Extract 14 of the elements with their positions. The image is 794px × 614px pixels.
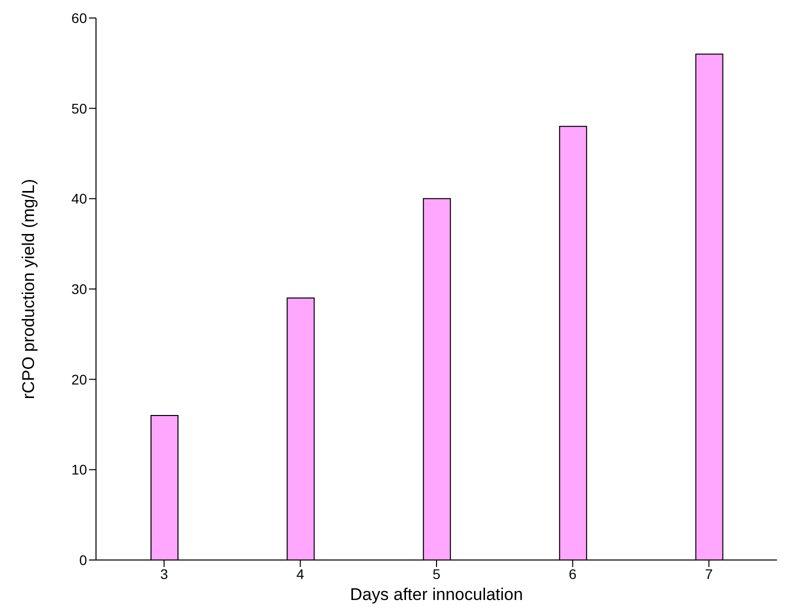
y-axis-title: rCPO production yield (mg/L) (19, 178, 38, 400)
y-tick-label: 50 (71, 100, 88, 116)
x-axis-title: Days after innoculation (349, 585, 524, 605)
y-tick-label: 60 (71, 10, 88, 26)
x-tick-label: 6 (568, 566, 577, 582)
y-tick-label: 30 (71, 280, 88, 297)
y-tick-label: 20 (71, 371, 88, 388)
x-tick-label: 4 (296, 566, 304, 582)
x-tick-label: 3 (160, 566, 168, 582)
y-tick-label: 0 (79, 552, 88, 568)
x-tick-label: 7 (705, 566, 713, 582)
y-tick-label: 40 (71, 190, 88, 207)
x-tick-label: 5 (432, 566, 441, 582)
y-tick-label: 10 (71, 462, 88, 478)
